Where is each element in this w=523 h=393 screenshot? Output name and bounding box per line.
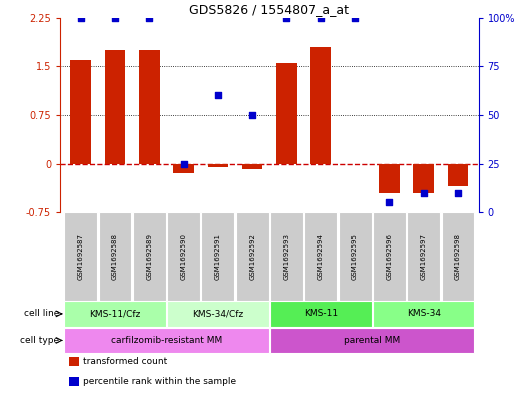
Text: GSM1692587: GSM1692587 <box>78 233 84 280</box>
Bar <box>379 163 400 193</box>
Bar <box>413 163 434 193</box>
Bar <box>64 301 166 327</box>
Bar <box>270 328 474 353</box>
Point <box>419 189 428 196</box>
Text: GSM1692596: GSM1692596 <box>386 233 392 280</box>
Bar <box>270 301 371 327</box>
Text: KMS-11: KMS-11 <box>304 309 338 318</box>
Bar <box>208 163 228 167</box>
Bar <box>173 163 194 173</box>
Bar <box>105 50 126 163</box>
Bar <box>64 328 269 353</box>
Point <box>145 15 153 21</box>
Point <box>111 15 119 21</box>
Text: carfilzomib-resistant MM: carfilzomib-resistant MM <box>111 336 222 345</box>
Bar <box>270 212 303 301</box>
Text: percentile rank within the sample: percentile rank within the sample <box>83 377 236 386</box>
Bar <box>304 212 337 301</box>
Bar <box>71 60 91 163</box>
Point <box>454 189 462 196</box>
Bar <box>139 50 160 163</box>
Text: transformed count: transformed count <box>83 357 167 366</box>
Text: KMS-11/Cfz: KMS-11/Cfz <box>89 309 141 318</box>
Text: GSM1692591: GSM1692591 <box>215 233 221 280</box>
Bar <box>133 212 166 301</box>
Text: KMS-34/Cfz: KMS-34/Cfz <box>192 309 244 318</box>
Text: KMS-34: KMS-34 <box>407 309 441 318</box>
Bar <box>441 212 474 301</box>
Bar <box>98 212 131 301</box>
Point <box>214 92 222 99</box>
Bar <box>167 212 200 301</box>
Text: GSM1692589: GSM1692589 <box>146 233 152 280</box>
Point <box>76 15 85 21</box>
Text: GSM1692595: GSM1692595 <box>352 233 358 280</box>
Bar <box>276 63 297 163</box>
Bar <box>373 212 406 301</box>
Text: GSM1692598: GSM1692598 <box>455 233 461 280</box>
Bar <box>69 357 79 366</box>
Text: GSM1692594: GSM1692594 <box>318 233 324 280</box>
Bar <box>311 47 331 163</box>
Text: cell line: cell line <box>24 309 60 318</box>
Point <box>385 199 394 206</box>
Point <box>179 160 188 167</box>
Text: parental MM: parental MM <box>344 336 400 345</box>
Bar <box>167 301 269 327</box>
Bar <box>236 212 269 301</box>
Point <box>282 15 291 21</box>
Bar <box>373 301 474 327</box>
Point <box>351 15 359 21</box>
Text: GSM1692592: GSM1692592 <box>249 233 255 280</box>
Point <box>316 15 325 21</box>
Text: GSM1692588: GSM1692588 <box>112 233 118 280</box>
Bar <box>338 212 371 301</box>
Bar <box>448 163 468 186</box>
Bar <box>201 212 234 301</box>
Text: cell type: cell type <box>20 336 60 345</box>
Bar <box>407 212 440 301</box>
Bar <box>242 163 263 169</box>
Text: GSM1692597: GSM1692597 <box>420 233 427 280</box>
Text: GSM1692590: GSM1692590 <box>180 233 187 280</box>
Bar <box>64 212 97 301</box>
Point <box>248 112 256 118</box>
Text: GSM1692593: GSM1692593 <box>283 233 290 280</box>
Bar <box>69 377 79 386</box>
Title: GDS5826 / 1554807_a_at: GDS5826 / 1554807_a_at <box>189 4 349 17</box>
